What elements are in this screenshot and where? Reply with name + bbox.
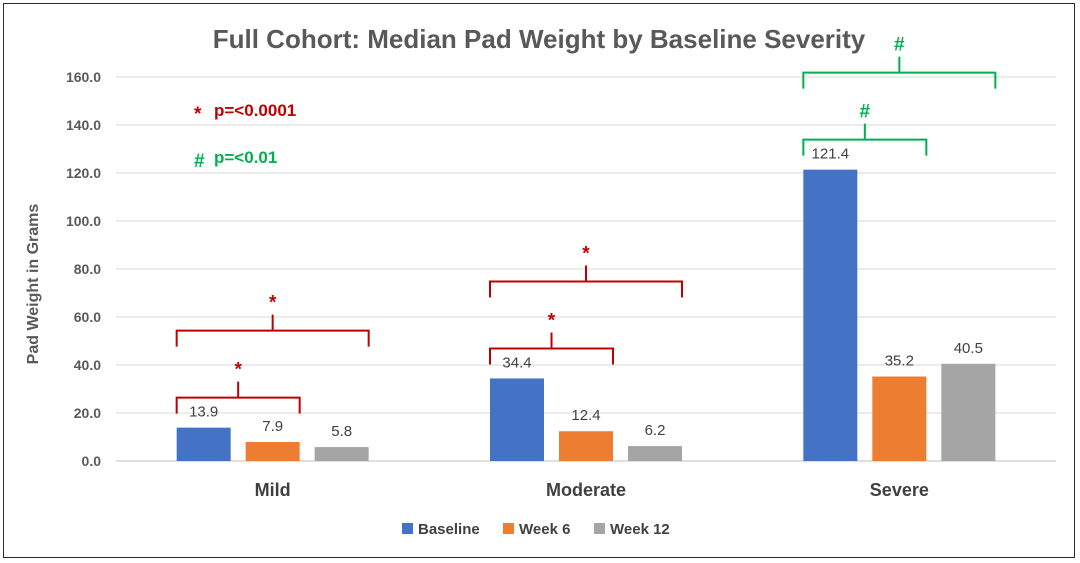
bar-chart: Full Cohort: Median Pad Weight by Baseli… [25, 24, 1056, 538]
legend-label: Baseline [418, 521, 480, 538]
x-category-label: Moderate [546, 480, 626, 500]
significance-mark: # [894, 35, 905, 56]
y-tick-label: 60.0 [74, 309, 101, 325]
chart-frame: Full Cohort: Median Pad Weight by Baseli… [3, 3, 1075, 558]
legend-label: Week 12 [610, 521, 670, 538]
significance-brackets: * * * * # # [175, 35, 997, 414]
data-label: 7.9 [262, 418, 283, 435]
significance-bracket [175, 381, 301, 414]
legend-swatch [594, 523, 605, 534]
bar [176, 427, 231, 461]
note-text: p=<0.01 [214, 148, 277, 167]
data-label: 40.5 [954, 340, 983, 357]
x-category-label: Severe [870, 480, 929, 500]
data-label: 12.4 [571, 407, 600, 424]
significance-bracket [489, 265, 683, 298]
y-tick-label: 20.0 [74, 405, 101, 421]
legend-label: Week 6 [519, 521, 570, 538]
y-axis-label: Pad Weight in Grams [25, 204, 42, 365]
significance-bracket [802, 123, 928, 156]
chart-title: Full Cohort: Median Pad Weight by Baseli… [213, 24, 866, 54]
y-tick-label: 120.0 [66, 165, 101, 181]
y-tick-label: 100.0 [66, 213, 101, 229]
y-axis-ticks: 0.0 20.0 40.0 60.0 80.0 100.0 120.0 140.0 160.0 [66, 69, 101, 469]
bar [314, 447, 369, 461]
data-label: 13.9 [189, 404, 218, 421]
note-symbol: * [194, 104, 202, 125]
significance-bracket [802, 56, 997, 89]
significance-mark: * [548, 310, 556, 331]
data-label: 34.4 [502, 354, 531, 371]
y-tick-label: 160.0 [66, 69, 101, 85]
bar [559, 431, 613, 461]
data-label: 121.4 [812, 146, 850, 163]
bar [872, 376, 927, 461]
note-text: p=<0.0001 [214, 101, 296, 120]
data-label: 6.2 [645, 422, 666, 439]
y-tick-label: 40.0 [74, 357, 101, 373]
significance-notes: * p=<0.0001 # p=<0.01 [194, 101, 296, 172]
bar [490, 378, 544, 461]
legend-swatch [503, 523, 514, 534]
data-label: 35.2 [885, 353, 914, 370]
bar [628, 446, 682, 461]
significance-mark: * [234, 360, 242, 381]
y-tick-label: 140.0 [66, 117, 101, 133]
bar [803, 169, 858, 461]
significance-mark: # [860, 102, 871, 123]
x-axis-categories: Mild Moderate Severe [255, 480, 929, 500]
significance-mark: * [269, 293, 277, 314]
data-label: 5.8 [331, 423, 352, 440]
significance-bracket [489, 332, 614, 365]
bars [176, 169, 996, 461]
data-labels: 13.9 34.4 121.4 7.9 12.4 35.2 5.8 6.2 40.5 [189, 146, 983, 440]
bar [245, 442, 300, 461]
significance-mark: * [582, 243, 590, 264]
legend: Baseline Week 6 Week 12 [402, 521, 670, 538]
significance-bracket [175, 314, 370, 347]
bar [941, 363, 996, 461]
note-symbol: # [194, 151, 205, 172]
legend-swatch [402, 523, 413, 534]
y-tick-label: 80.0 [74, 261, 101, 277]
y-tick-label: 0.0 [82, 453, 102, 469]
x-category-label: Mild [255, 480, 291, 500]
